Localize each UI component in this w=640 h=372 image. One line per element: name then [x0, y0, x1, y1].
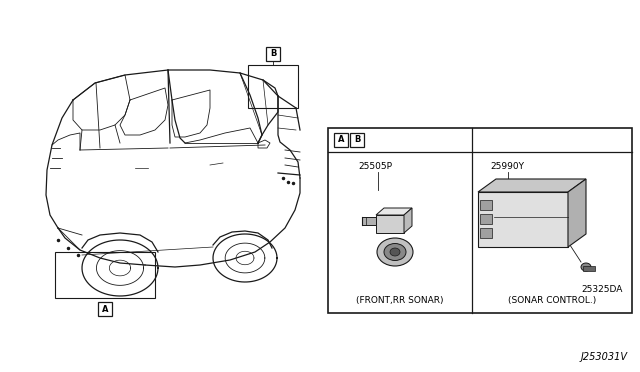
Bar: [328, 128, 632, 313]
Ellipse shape: [390, 248, 400, 256]
Bar: [350, 133, 364, 147]
Bar: [480, 214, 492, 224]
Text: A: A: [102, 305, 108, 314]
Polygon shape: [376, 208, 412, 215]
Polygon shape: [478, 179, 586, 192]
Polygon shape: [404, 208, 412, 233]
Bar: [480, 200, 492, 210]
Bar: [266, 47, 280, 61]
Bar: [98, 302, 112, 316]
Text: A: A: [338, 135, 344, 144]
Bar: [478, 192, 568, 247]
Bar: [248, 65, 298, 108]
Text: B: B: [270, 49, 276, 58]
Text: J253031V: J253031V: [581, 352, 628, 362]
Bar: [376, 215, 404, 233]
Ellipse shape: [581, 263, 591, 271]
Text: (FRONT,RR SONAR): (FRONT,RR SONAR): [356, 296, 444, 305]
Text: B: B: [354, 135, 360, 144]
Text: (SONAR CONTROL.): (SONAR CONTROL.): [508, 296, 596, 305]
Text: 25505P: 25505P: [358, 162, 392, 171]
Ellipse shape: [377, 238, 413, 266]
Polygon shape: [568, 179, 586, 247]
Ellipse shape: [384, 244, 406, 260]
Bar: [480, 228, 492, 238]
Bar: [55, 252, 155, 298]
Bar: [334, 133, 348, 147]
Text: 25325DA: 25325DA: [581, 285, 622, 294]
Bar: [583, 266, 595, 271]
Polygon shape: [362, 217, 376, 225]
Text: 25990Y: 25990Y: [490, 162, 524, 171]
